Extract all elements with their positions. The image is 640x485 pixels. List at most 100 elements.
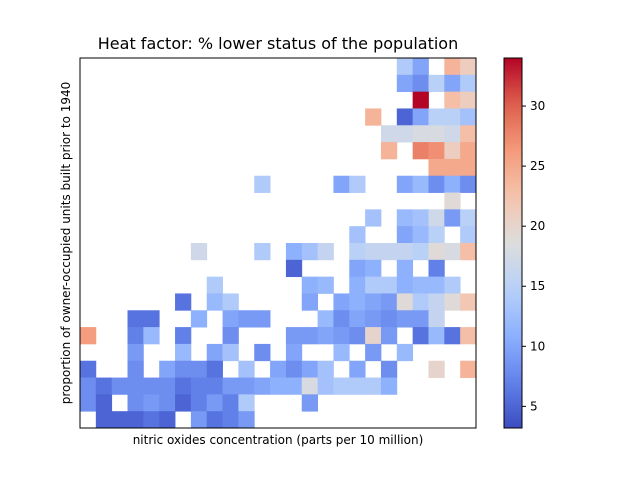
- y-axis-label: proportion of owner-occupied units built…: [59, 82, 73, 405]
- heatmap-cell: [444, 158, 461, 177]
- heatmap-cell: [254, 377, 271, 395]
- heatmap-cell: [365, 209, 382, 227]
- heatmap-cell: [238, 360, 255, 378]
- heatmap-cell: [460, 226, 477, 244]
- heatmap-cell: [444, 175, 461, 193]
- heatmap-cell: [349, 226, 366, 244]
- heatmap-cell: [333, 310, 350, 328]
- heatmap-cell: [412, 175, 429, 193]
- heatmap-cell: [428, 327, 445, 345]
- heatmap-cell: [143, 411, 160, 429]
- heatmap-cell: [444, 125, 461, 143]
- heatmap-cell: [190, 310, 208, 328]
- heatmap-cell: [127, 394, 144, 412]
- heatmap-cell: [412, 91, 429, 109]
- heatmap-cell: [380, 360, 398, 378]
- heatmap-cell: [380, 327, 398, 345]
- heatmap-cell: [127, 360, 144, 378]
- heatmap-cell: [396, 293, 414, 311]
- heatmap-cell: [412, 209, 429, 227]
- heatmap-cell: [206, 377, 223, 395]
- heatmap-cell: [380, 243, 398, 261]
- heatmap-cell: [460, 58, 477, 76]
- heatmap-cell: [365, 108, 382, 126]
- heatmap-cell: [396, 58, 414, 76]
- heatmap-cell: [428, 293, 445, 311]
- heatmap-cell: [222, 293, 239, 311]
- heatmap-cell: [285, 327, 303, 345]
- heatmap-cell: [412, 310, 429, 328]
- heatmap-cell: [444, 293, 461, 311]
- heatmap-cell: [143, 310, 160, 328]
- heatmap-cell: [127, 343, 144, 362]
- heatmap-cell: [444, 108, 461, 126]
- heatmap-cell: [365, 293, 382, 311]
- heatmap-cell: [285, 343, 303, 362]
- heatmap-cell: [428, 360, 445, 378]
- heatmap-cell: [285, 377, 303, 395]
- heatmap-cell: [349, 175, 366, 193]
- heatmap-cell: [175, 343, 192, 362]
- heatmap-cell: [412, 243, 429, 261]
- heatmap-cell: [333, 343, 350, 362]
- heatmap-cell: [222, 343, 239, 362]
- heatmap-cell: [412, 125, 429, 143]
- heatmap-cell: [428, 125, 445, 143]
- heatmap-cell: [159, 411, 176, 429]
- colorbar-ticks: 5 10 15 20 25 30: [522, 99, 545, 413]
- heatmap-cell: [127, 327, 144, 345]
- heatmap-cell: [238, 377, 255, 395]
- heatmap-cell: [301, 327, 318, 345]
- heatmap-cell: [80, 360, 97, 378]
- heatmap-cell: [396, 276, 414, 294]
- heatmap-cell: [254, 243, 271, 261]
- heatmap-cell: [444, 74, 461, 93]
- heatmap-cell: [301, 276, 318, 294]
- heatmap-cell: [238, 310, 255, 328]
- heatmap-cell: [460, 209, 477, 227]
- heatmap-cell: [317, 310, 334, 328]
- heatmap-cell: [380, 142, 398, 160]
- heatmap-cell: [444, 192, 461, 210]
- heatmap-cell: [412, 108, 429, 126]
- heatmap-cell: [460, 142, 477, 160]
- heatmap-cell: [80, 377, 97, 395]
- heatmap-cell: [301, 243, 318, 261]
- heatmap-cell: [127, 411, 144, 429]
- colorbar-tick-label: 5: [530, 399, 538, 413]
- heatmap-cell: [190, 243, 208, 261]
- heatmap-cell: [365, 243, 382, 261]
- heatmap-cell: [143, 377, 160, 395]
- heatmap-cell: [254, 175, 271, 193]
- heatmap-cell: [222, 310, 239, 328]
- heatmap-cell: [270, 360, 287, 378]
- heatmap-cells: [80, 58, 477, 429]
- heatmap-cell: [396, 226, 414, 244]
- heatmap-cell: [206, 360, 223, 378]
- heatmap-cell: [285, 360, 303, 378]
- heatmap-cell: [349, 243, 366, 261]
- heatmap-cell: [317, 377, 334, 395]
- heatmap-cell: [190, 411, 208, 429]
- heatmap-cell: [460, 108, 477, 126]
- heatmap-cell: [333, 377, 350, 395]
- heatmap-cell: [111, 411, 128, 429]
- heatmap-cell: [333, 293, 350, 311]
- heatmap-cell: [349, 377, 366, 395]
- heatmap-cell: [95, 411, 113, 429]
- heatmap-cell: [254, 343, 271, 362]
- heatmap-cell: [285, 259, 303, 278]
- heatmap-cell: [175, 327, 192, 345]
- heatmap-cell: [317, 360, 334, 378]
- heatmap-cell: [159, 377, 176, 395]
- colorbar-tick-label: 15: [530, 279, 545, 293]
- heatmap-cell: [412, 293, 429, 311]
- heatmap-cell: [301, 377, 318, 395]
- heatmap-cell: [396, 310, 414, 328]
- heatmap-cell: [444, 276, 461, 294]
- heatmap-cell: [412, 74, 429, 93]
- heatmap-cell: [143, 394, 160, 412]
- heatmap-cell: [222, 377, 239, 395]
- heatmap-cell: [206, 293, 223, 311]
- heatmap-cell: [175, 360, 192, 378]
